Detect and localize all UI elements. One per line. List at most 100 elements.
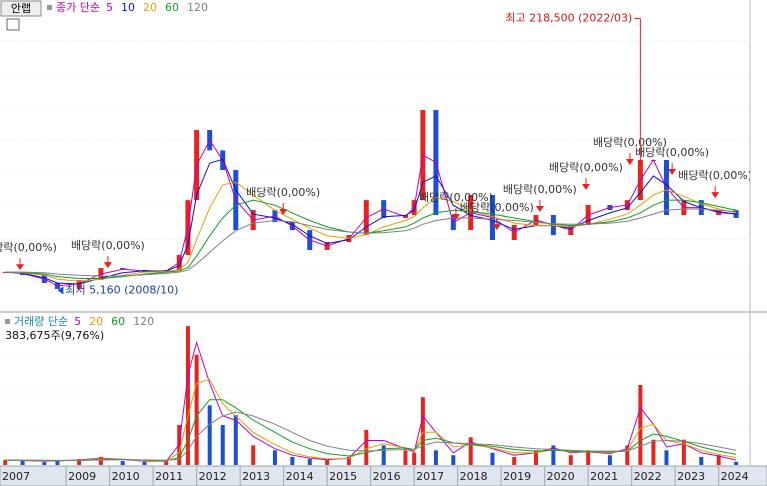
legend-entry: 10 [121, 1, 135, 14]
legend-entry: 20 [143, 1, 157, 14]
x-tick-label: 2022 [634, 470, 662, 483]
legend-square [5, 319, 10, 324]
volume-bar [42, 461, 47, 465]
event-label: 배당락(0,00%) [71, 239, 145, 252]
volume-bar [638, 384, 643, 465]
x-tick-label: 2011 [155, 470, 183, 483]
grid-icon[interactable] [6, 18, 20, 31]
candle [2, 272, 8, 274]
x-tick-label: 2021 [590, 470, 618, 483]
volume-bar [381, 445, 386, 465]
x-axis-strip [0, 465, 767, 486]
legend-entry: 120 [187, 1, 208, 14]
volume-bar [568, 455, 573, 465]
event-arrow [279, 209, 288, 216]
legend-prefix: 거래량 단순 [14, 315, 68, 328]
legend-entry: 5 [106, 1, 113, 14]
event-label: 배당락(0,00%) [549, 161, 623, 174]
volume-bar [734, 461, 739, 465]
event-arrow [451, 214, 460, 221]
event-arrow [535, 205, 544, 212]
high-label: 최고 218,500 (2022/03) [505, 11, 632, 24]
volume-bar [233, 415, 238, 465]
event-arrow [711, 192, 720, 199]
x-tick-label: 2014 [286, 470, 314, 483]
volume-bar [207, 405, 212, 465]
volume-bar [468, 437, 473, 465]
x-tick-label: 2023 [677, 470, 705, 483]
event-label: 배당락(0,00%) [678, 169, 752, 182]
candle [76, 280, 82, 289]
x-tick-label: 2010 [112, 470, 140, 483]
event-arrow [103, 262, 112, 269]
x-tick-label: 2007 [2, 470, 30, 483]
h-grid [0, 40, 750, 430]
stock-button[interactable] [0, 0, 42, 17]
volume-bar [120, 460, 125, 465]
volume-bar [699, 456, 704, 465]
price-panel: 배당락(0,00%)배당락(0,00%)배당락(0,00%)배당락(0,00%)… [0, 109, 752, 289]
legend-entry: 20 [89, 315, 103, 328]
event-arrow [625, 159, 634, 166]
ma-line [5, 181, 737, 282]
volume-bar [664, 450, 669, 465]
volume-value-label: 383,675주(9,76%) [5, 329, 104, 342]
volume-bar [451, 455, 456, 465]
legend-square [47, 5, 52, 10]
event-label: 배당락(0,00%) [635, 146, 709, 159]
volume-bar [551, 445, 556, 465]
legend-entry: 120 [133, 315, 154, 328]
volume-bar [55, 460, 60, 465]
volume-bar [220, 424, 225, 465]
x-tick-label: 2015 [329, 470, 357, 483]
volume-bar [98, 456, 103, 465]
ma-line [5, 411, 737, 461]
volume-bar [433, 450, 438, 465]
stock-name[interactable]: 안랩 [11, 2, 31, 15]
volume-bar [20, 460, 25, 465]
x-tick-label: 2012 [199, 470, 227, 483]
low-arrow [57, 286, 64, 295]
ma-line [5, 208, 737, 277]
volume-bar [251, 445, 256, 465]
volume-bar [272, 450, 277, 465]
x-tick-label: 2018 [460, 470, 488, 483]
volume-bar [716, 455, 721, 465]
volume-bar [194, 354, 199, 465]
event-arrow [492, 224, 501, 231]
volume-bar [533, 450, 538, 465]
x-tick-label: 2019 [503, 470, 531, 483]
event-label: 배당락(0,00%) [593, 136, 667, 149]
legend-entry: 60 [165, 1, 179, 14]
event-label: 배당락(0,00%) [503, 183, 577, 196]
x-tick-label: 2020 [547, 470, 575, 483]
volume-panel [3, 326, 739, 465]
volume-bar [512, 456, 517, 465]
volume-bar [164, 460, 169, 465]
volume-bar [412, 452, 417, 465]
event-label: 배당락(0,00%) [246, 186, 320, 199]
event-label: 배당락(0,00%) [419, 191, 493, 204]
volume-bar [403, 450, 408, 465]
volume-bar [77, 459, 82, 465]
volume-bar [420, 397, 425, 465]
volume-bar [625, 445, 630, 465]
x-tick-label: 2016 [373, 470, 401, 483]
legend-entry: 5 [74, 315, 81, 328]
volume-bar [142, 461, 147, 465]
volume-bar [185, 326, 190, 465]
volume-bar [3, 460, 8, 465]
ma-line [5, 199, 737, 279]
volume-bar [681, 439, 686, 465]
legend-prefix: 종가 단순 [56, 1, 100, 14]
volume-bar [607, 455, 612, 465]
x-tick-label: 2024 [721, 470, 749, 483]
volume-bar [364, 429, 369, 465]
ma-line [5, 158, 737, 285]
event-label: 배당락(0,00%) [460, 201, 534, 214]
event-arrow [581, 184, 590, 191]
volume-bar [651, 439, 656, 465]
volume-bar [325, 460, 330, 465]
event-arrow [668, 169, 677, 176]
